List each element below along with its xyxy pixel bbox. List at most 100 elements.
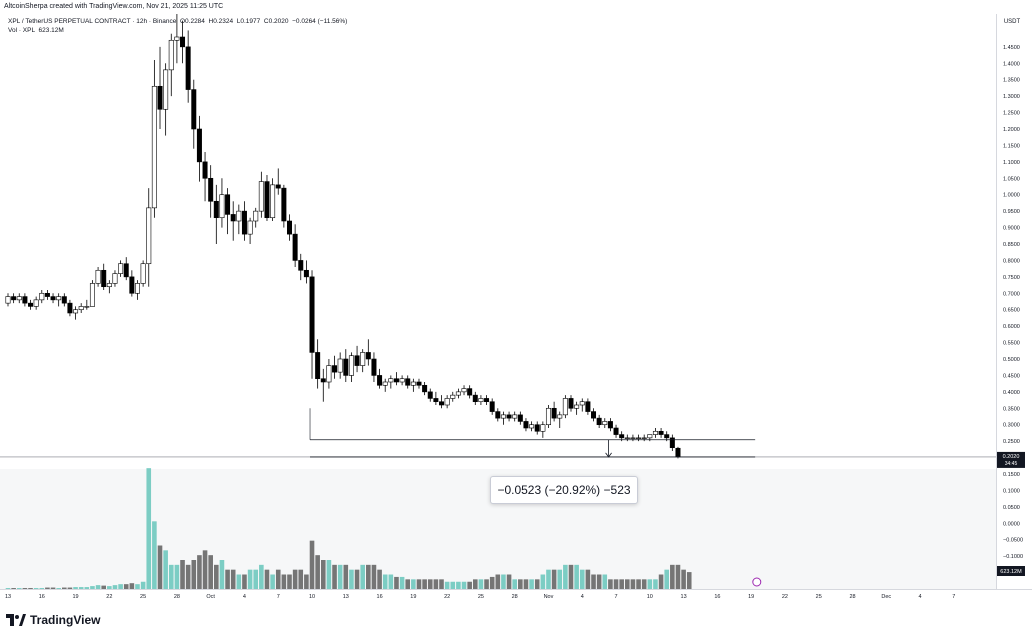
candle-body [73,309,79,314]
candle-body [225,194,231,215]
y-tick-label: 1.4000 [1003,61,1020,67]
countdown-value: 34:45 [1005,461,1018,467]
volume-bar [247,569,253,589]
volume-bar [653,579,658,589]
volume-legend: Vol · XPL 623.12M [8,27,64,34]
x-tick-label: 25 [478,594,484,600]
volume-bar [73,587,78,589]
x-tick-label: 7 [277,594,280,600]
candle-body [213,200,219,219]
candle-body [579,401,585,406]
candle-body [500,414,506,419]
tradingview-logo-icon [6,614,26,626]
x-tick-label: 7 [615,594,618,600]
y-tick-label: 1.1000 [1003,160,1020,166]
y-tick-label: 0.8500 [1003,242,1020,248]
candle-body [140,263,146,284]
volume-bar [315,555,320,589]
volume-legend-label[interactable]: Vol · XPL [8,27,35,34]
volume-bar [214,564,219,589]
candle-body [157,85,163,110]
volume-bar [636,579,641,589]
candle-body [61,296,67,304]
volume-bar [394,576,399,589]
volume-bar [208,555,213,589]
volume-bar [129,583,135,589]
candle-body [196,128,202,163]
candle-body [168,39,174,71]
volume-bar [50,587,56,589]
y-tick-label: 0.6500 [1003,308,1020,314]
chart-area[interactable]: USDT 1.4500 1.4000 1.3500 1.3000 1.2500 1.2000… [0,14,1032,604]
volume-bar [332,564,337,589]
y-tick-label: 1.1500 [1003,143,1020,149]
volume-bar [354,569,360,589]
y-tick-label: 0.1500 [1003,472,1020,478]
x-tick-label: 13 [5,594,11,600]
volume-bar [625,579,630,589]
volume-bar [529,579,534,589]
volume-bar [596,574,602,589]
volume-bar [371,564,377,589]
candle-body [163,69,169,110]
candle-body [641,437,647,439]
attribution-text: AltcoinSherpa created with TradingView.c… [4,3,224,10]
legend-symbol[interactable]: XPL / TetherUS PERPETUAL CONTRACT · 12h … [8,18,177,25]
volume-bar [95,585,101,589]
volume-bar [259,564,264,589]
volume-bar [377,569,382,589]
candle-body [433,398,439,403]
candle-body [236,210,242,222]
measure-tooltip[interactable]: −0.0523 (−20.92%) −523 [490,476,638,504]
tradingview-logo[interactable]: TradingView [6,613,100,627]
tradingview-logo-text: TradingView [30,613,101,627]
volume-bar [225,569,230,589]
volume-bar [135,584,140,589]
volume-bar [444,581,450,589]
volume-bar [180,560,185,589]
candle-body [247,220,253,235]
x-tick-label: 19 [72,594,78,600]
volume-bar [326,560,332,589]
x-tick-label: 22 [444,594,450,600]
volume-bar [270,574,275,589]
candle-body [89,283,95,307]
volume-bar [411,579,416,589]
volume-bar [202,550,208,589]
candle-body [450,394,456,399]
y-tick-label: 0.5000 [1003,357,1020,363]
x-tick-label: 25 [816,594,822,600]
y-tick-label: 0.2500 [1003,439,1020,445]
candle-body [371,358,377,376]
candle-body [202,161,208,179]
x-tick-label: 13 [343,594,349,600]
candle-body [365,352,371,360]
candle-body [185,46,191,90]
candle-body [118,263,124,274]
x-tick-label: 28 [849,594,855,600]
volume-bar [630,579,636,589]
y-tick-label: 0.3500 [1003,406,1020,412]
candlestick-chart[interactable]: USDT 1.4500 1.4000 1.3500 1.3000 1.2500 1.2000… [0,14,1032,604]
volume-bar [551,569,557,589]
candle-body [134,283,140,294]
volume-bar [512,579,517,589]
volume-bar [298,569,304,589]
volume-bar [168,564,174,589]
volume-bar [574,564,579,589]
volume-bar [484,579,489,589]
candle-body [591,411,597,419]
candle-body [84,306,90,308]
price-axis-currency: USDT [1004,19,1021,25]
volume-bar [45,587,50,589]
candle-body [106,283,112,288]
candle-body [298,260,304,271]
y-tick-label: 1.3500 [1003,78,1020,84]
y-tick-label: 0.5500 [1003,341,1020,347]
candle-body [664,434,670,439]
x-tick-label: 22 [106,594,112,600]
candle-body [472,394,478,403]
x-tick-label: Dec [881,594,891,600]
volume-bar [366,564,371,589]
y-tick-label: 1.4500 [1003,45,1020,51]
